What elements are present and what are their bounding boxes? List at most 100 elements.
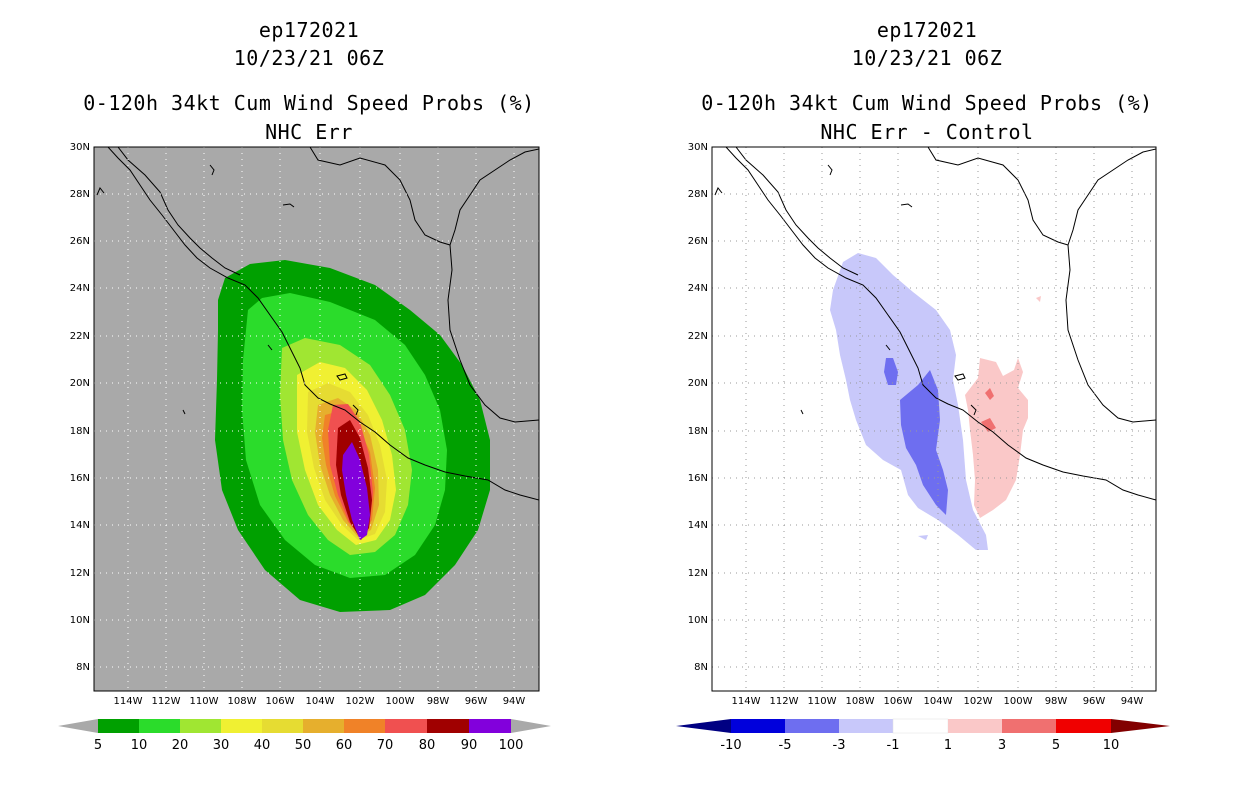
left-coastlines xyxy=(96,147,539,501)
colorbar-label: 1 xyxy=(944,738,952,753)
colorbar-swatch-neg1-1 xyxy=(892,718,949,734)
lat-tick-label: 12N xyxy=(688,568,708,579)
lat-tick-label: 22N xyxy=(70,331,90,342)
colorbar-swatch-3-5 xyxy=(1002,719,1056,733)
colorbar-low-arrow xyxy=(58,719,98,733)
right-colorbar: -10 -5 -3 -1 1 3 5 10 xyxy=(676,718,1170,753)
lat-tick-label: 16N xyxy=(688,473,708,484)
lat-tick-label: 20N xyxy=(688,378,708,389)
lat-tick-label: 10N xyxy=(688,615,708,626)
colorbar-label: 60 xyxy=(336,738,353,753)
lon-tick-label: 112W xyxy=(152,696,181,707)
lat-tick-label: 10N xyxy=(70,615,90,626)
colorbar-swatch-50-60 xyxy=(303,719,344,733)
lat-tick-label: 26N xyxy=(688,236,708,247)
colorbar-label: 10 xyxy=(131,738,148,753)
lat-tick-label: 28N xyxy=(688,189,708,200)
colorbar-label: -10 xyxy=(720,738,741,753)
lon-tick-label: 108W xyxy=(846,696,875,707)
colorbar-label: -3 xyxy=(833,738,846,753)
lon-tick-label: 98W xyxy=(1045,696,1068,707)
lon-tick-label: 114W xyxy=(732,696,761,707)
lon-tick-label: 112W xyxy=(770,696,799,707)
colorbar-label: 20 xyxy=(172,738,189,753)
left-map: 30N 28N 26N 24N 22N 20N 18N 16N 14N 12N … xyxy=(58,142,551,753)
colorbar-label: 100 xyxy=(499,738,524,753)
lat-tick-label: 26N xyxy=(70,236,90,247)
colorbar-swatch-40-50 xyxy=(262,719,303,733)
colorbar-swatch-90-100 xyxy=(469,719,511,733)
colorbar-low-arrow xyxy=(676,719,731,733)
lat-tick-label: 30N xyxy=(688,142,708,153)
colorbar-label: -5 xyxy=(779,738,792,753)
colorbar-swatch-10-20 xyxy=(139,719,180,733)
right-map-frame xyxy=(711,146,1157,692)
colorbar-high-arrow xyxy=(1111,719,1170,733)
colorbar-label: 10 xyxy=(1103,738,1120,753)
lat-tick-label: 30N xyxy=(70,142,90,153)
lon-tick-label: 108W xyxy=(228,696,257,707)
colorbar-swatch-neg3-neg1 xyxy=(839,719,893,733)
lon-tick-label: 94W xyxy=(503,696,526,707)
lon-tick-label: 104W xyxy=(924,696,953,707)
lon-tick-label: 104W xyxy=(306,696,335,707)
lat-tick-label: 22N xyxy=(688,331,708,342)
colorbar-high-arrow xyxy=(511,719,551,733)
right-title-storm-id: ep172021 xyxy=(876,18,978,42)
colorbar-swatch-neg10-neg5 xyxy=(731,719,785,733)
left-panel: ep172021 10/23/21 06Z 0-120h 34kt Cum Wi… xyxy=(58,18,551,753)
colorbar-label: 5 xyxy=(94,738,102,753)
lat-tick-label: 28N xyxy=(70,189,90,200)
left-title-datetime: 10/23/21 06Z xyxy=(233,46,385,70)
colorbar-swatch-70-80 xyxy=(385,719,427,733)
contour-pos-3 xyxy=(985,388,994,400)
right-title-datetime: 10/23/21 06Z xyxy=(851,46,1003,70)
colorbar-label: 5 xyxy=(1052,738,1060,753)
lat-tick-label: 8N xyxy=(694,662,708,673)
left-title-subtitle: NHC Err xyxy=(265,120,353,144)
contour-pos-1b xyxy=(1036,296,1041,302)
colorbar-label: 3 xyxy=(998,738,1006,753)
colorbar-label: -1 xyxy=(887,738,900,753)
left-title-storm-id: ep172021 xyxy=(258,18,360,42)
right-lon-axis: 114W 112W 110W 108W 106W 104W 102W 100W … xyxy=(732,696,1144,707)
lon-tick-label: 106W xyxy=(884,696,913,707)
lon-tick-label: 110W xyxy=(190,696,219,707)
colorbar-label: 50 xyxy=(295,738,312,753)
left-colorbar: 5 10 20 30 40 50 60 70 80 90 100 xyxy=(58,719,551,753)
lat-tick-label: 14N xyxy=(688,520,708,531)
lon-tick-label: 100W xyxy=(1004,696,1033,707)
colorbar-label: 80 xyxy=(419,738,436,753)
right-lat-axis: 30N 28N 26N 24N 22N 20N 18N 16N 14N 12N … xyxy=(688,142,708,673)
right-title-subtitle: NHC Err - Control xyxy=(820,120,1034,144)
lat-tick-label: 12N xyxy=(70,568,90,579)
left-gridlines xyxy=(94,147,539,691)
lon-tick-label: 96W xyxy=(1083,696,1106,707)
right-panel: ep172021 10/23/21 06Z 0-120h 34kt Cum Wi… xyxy=(618,0,1236,800)
colorbar-label: 40 xyxy=(254,738,271,753)
colorbar-swatch-30-40 xyxy=(221,719,262,733)
lon-tick-label: 100W xyxy=(386,696,415,707)
left-map-frame xyxy=(93,146,540,692)
colorbar-swatch-5-10 xyxy=(1056,719,1111,733)
colorbar-swatch-5-10 xyxy=(98,719,139,733)
lon-tick-label: 102W xyxy=(346,696,375,707)
left-lon-axis: 114W 112W 110W 108W 106W 104W 102W 100W … xyxy=(114,696,526,707)
right-coastlines xyxy=(714,147,1156,501)
lat-tick-label: 18N xyxy=(70,426,90,437)
left-lat-axis: 30N 28N 26N 24N 22N 20N 18N 16N 14N 12N … xyxy=(70,142,90,673)
right-map: 30N 28N 26N 24N 22N 20N 18N 16N 14N 12N … xyxy=(676,142,1170,753)
contour-pos-3b xyxy=(981,418,996,432)
lat-tick-label: 20N xyxy=(70,378,90,389)
lat-tick-label: 14N xyxy=(70,520,90,531)
colorbar-label: 30 xyxy=(213,738,230,753)
lon-tick-label: 96W xyxy=(465,696,488,707)
colorbar-swatch-1-3 xyxy=(948,719,1002,733)
lon-tick-label: 102W xyxy=(964,696,993,707)
lon-tick-label: 106W xyxy=(266,696,295,707)
lon-tick-label: 98W xyxy=(427,696,450,707)
lat-tick-label: 8N xyxy=(76,662,90,673)
contour-90 xyxy=(342,442,370,540)
right-title-product: 0-120h 34kt Cum Wind Speed Probs (%) xyxy=(701,91,1153,115)
colorbar-label: 90 xyxy=(461,738,478,753)
